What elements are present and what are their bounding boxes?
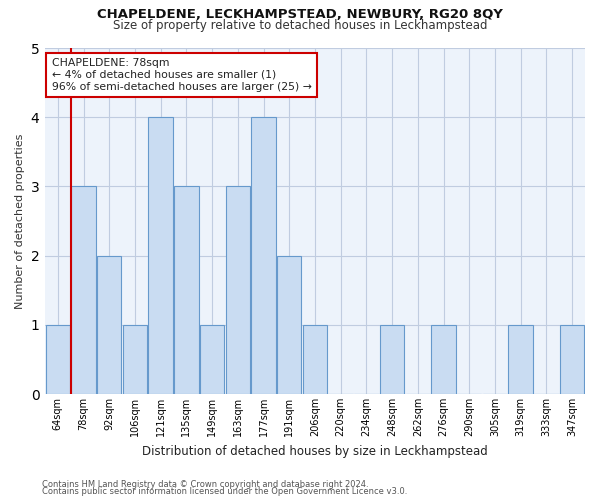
- Bar: [174, 186, 199, 394]
- X-axis label: Distribution of detached houses by size in Leckhampstead: Distribution of detached houses by size …: [142, 444, 488, 458]
- Bar: [71, 186, 96, 394]
- Bar: [560, 325, 584, 394]
- Bar: [380, 325, 404, 394]
- Bar: [123, 325, 147, 394]
- Text: CHAPELDENE: 78sqm
← 4% of detached houses are smaller (1)
96% of semi-detached h: CHAPELDENE: 78sqm ← 4% of detached house…: [52, 58, 311, 92]
- Text: CHAPELDENE, LECKHAMPSTEAD, NEWBURY, RG20 8QY: CHAPELDENE, LECKHAMPSTEAD, NEWBURY, RG20…: [97, 8, 503, 20]
- Bar: [46, 325, 70, 394]
- Bar: [97, 256, 121, 394]
- Bar: [431, 325, 456, 394]
- Bar: [508, 325, 533, 394]
- Bar: [277, 256, 301, 394]
- Bar: [226, 186, 250, 394]
- Text: Contains public sector information licensed under the Open Government Licence v3: Contains public sector information licen…: [42, 487, 407, 496]
- Y-axis label: Number of detached properties: Number of detached properties: [15, 134, 25, 308]
- Bar: [200, 325, 224, 394]
- Text: Size of property relative to detached houses in Leckhampstead: Size of property relative to detached ho…: [113, 19, 487, 32]
- Text: Contains HM Land Registry data © Crown copyright and database right 2024.: Contains HM Land Registry data © Crown c…: [42, 480, 368, 489]
- Bar: [251, 117, 276, 394]
- Bar: [303, 325, 327, 394]
- Bar: [148, 117, 173, 394]
